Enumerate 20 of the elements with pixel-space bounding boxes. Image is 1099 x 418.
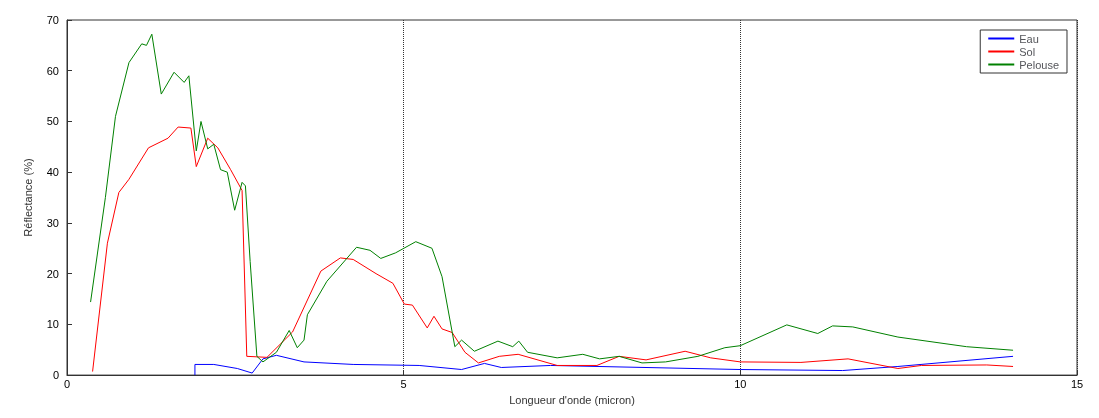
line-series xyxy=(194,354,1014,376)
y-tick-label: 20 xyxy=(46,267,59,280)
y-tick-label: 50 xyxy=(46,115,59,128)
legend-label: Eau xyxy=(1019,32,1039,45)
y-tick-label: 30 xyxy=(46,216,59,229)
y-tick-label: 0 xyxy=(52,369,59,382)
x-tick-label: 0 xyxy=(63,377,71,390)
x-axis-title: Longueur d'onde (micron) xyxy=(509,393,635,406)
y-tick-label: 10 xyxy=(46,318,59,331)
y-tick-label: 70 xyxy=(46,14,59,26)
line-series xyxy=(92,126,1014,373)
legend-label: Sol xyxy=(1019,45,1036,58)
y-tick-label: 60 xyxy=(46,64,59,77)
x-tick-label: 15 xyxy=(1070,377,1084,390)
legend-label: Pelouse xyxy=(1019,58,1060,71)
x-tick-label: 5 xyxy=(400,377,407,390)
y-tick-label: 40 xyxy=(46,166,59,179)
y-axis-title: Réflectance (%) xyxy=(21,158,34,237)
line-series xyxy=(90,33,1014,364)
x-tick-label: 10 xyxy=(734,377,747,390)
